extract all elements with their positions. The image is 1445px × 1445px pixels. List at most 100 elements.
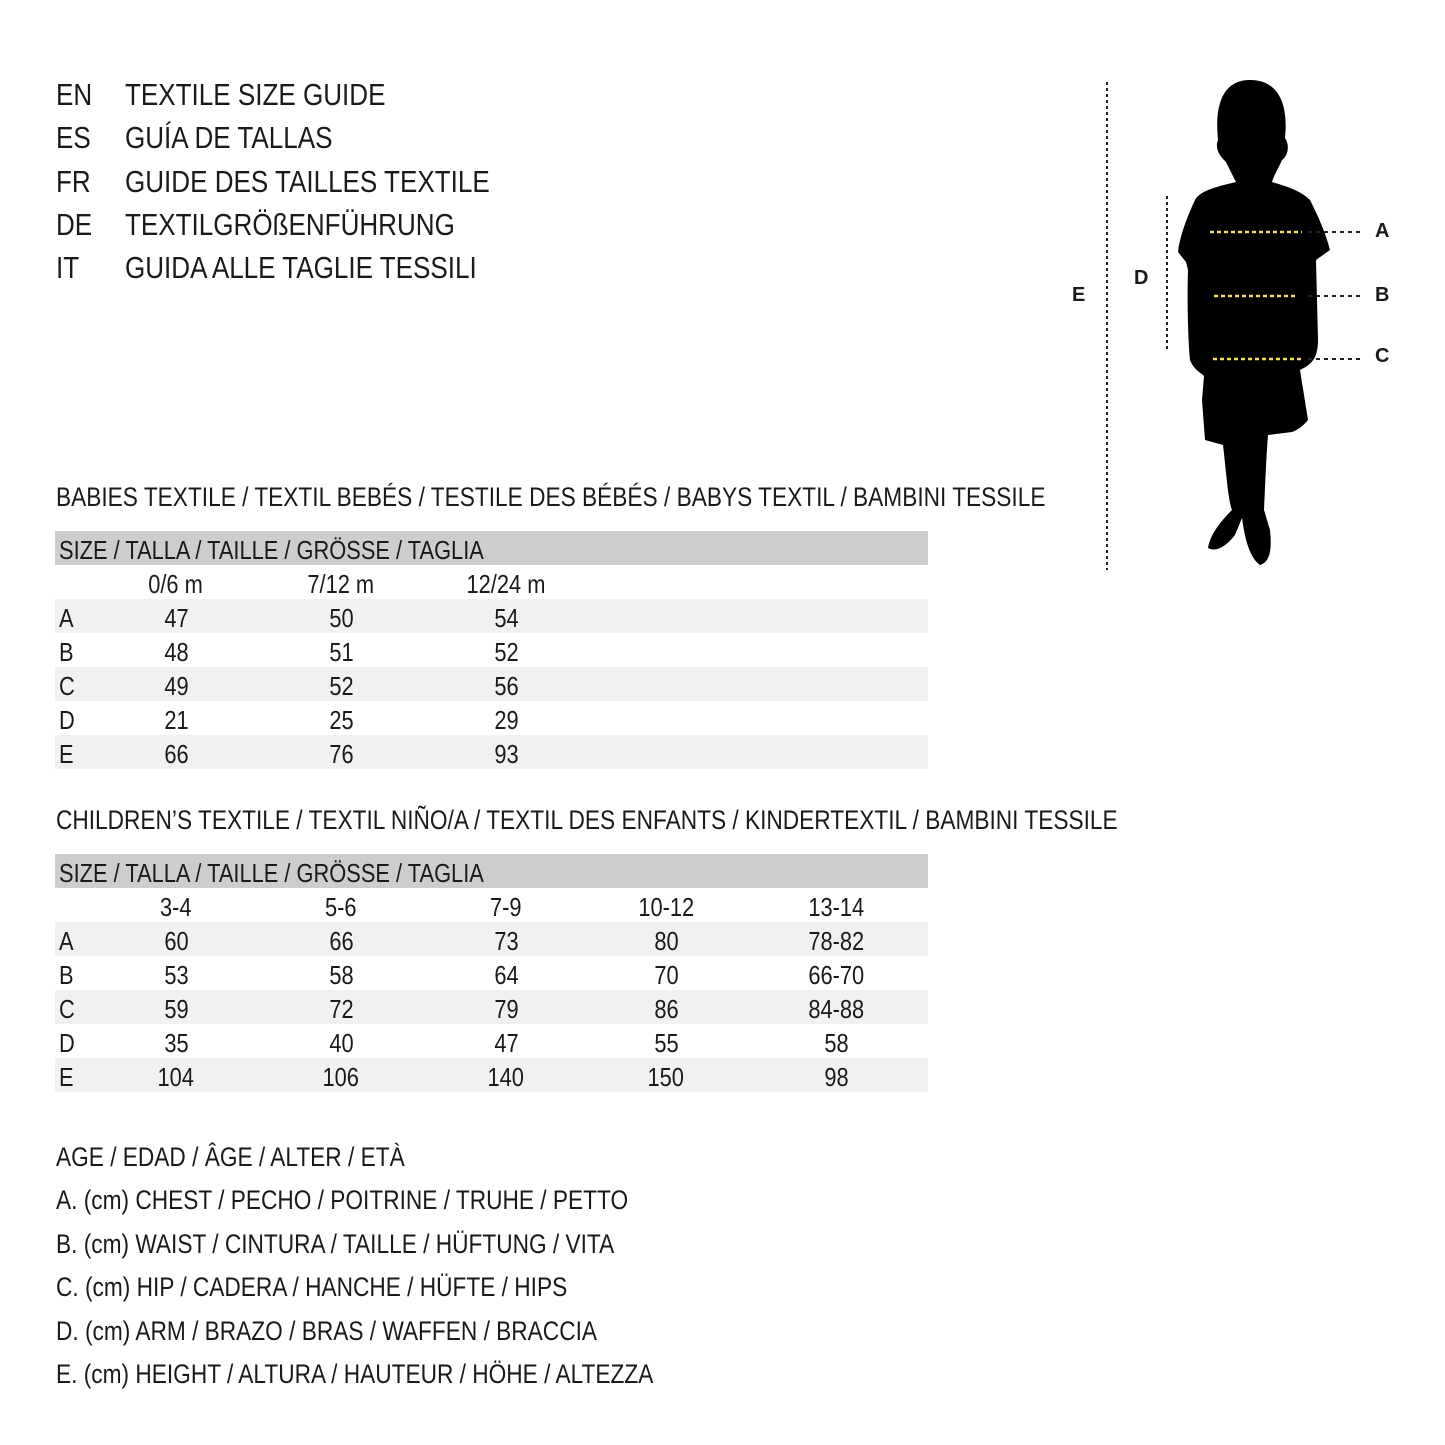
text: 21 [163, 705, 189, 735]
text: 35 [163, 1028, 189, 1058]
row-label: C [59, 990, 78, 1028]
text: GUIDA ALLE TAGLIE TESSILI [125, 250, 477, 286]
text: 53 [163, 960, 189, 990]
table-cell: 104 [106, 1058, 246, 1096]
table-cell: 66-70 [766, 956, 906, 994]
text: 51 [328, 637, 354, 667]
size-header-row: SIZE / TALLA / TAILLE / GRÖSSE / TAGLIA [55, 854, 928, 888]
text: 86 [653, 994, 679, 1024]
text: 25 [328, 705, 354, 735]
text: E [59, 739, 74, 769]
text: 10-12 [638, 892, 694, 922]
text: SIZE / TALLA / TAILLE / GRÖSSE / TAGLIA [59, 858, 484, 888]
table-row: D 35 40 47 55 58 [55, 1024, 928, 1058]
table-cell: 47 [106, 599, 246, 637]
measure-lines [1210, 230, 1362, 361]
row-label: B [59, 956, 76, 994]
language-code: ES [56, 118, 97, 158]
label-d: D [1134, 267, 1149, 289]
text: 80 [653, 926, 679, 956]
table-cell: 140 [436, 1058, 576, 1096]
text: 13-14 [808, 892, 864, 922]
text: 106 [322, 1062, 360, 1092]
text: 7-9 [490, 892, 522, 922]
text: B. (cm) WAIST / CINTURA / TAILLE / HÜFTU… [56, 1228, 615, 1259]
table-cell: 53 [106, 956, 246, 994]
table-row: A 60 66 73 80 78-82 [55, 922, 928, 956]
text: C [59, 671, 75, 701]
text: 76 [328, 739, 354, 769]
table-cell: 76 [271, 735, 411, 773]
text: 93 [493, 739, 519, 769]
table-cell: 55 [596, 1024, 736, 1062]
text: 56 [493, 671, 519, 701]
table-cell: 93 [436, 735, 576, 773]
text: 12/24 m [466, 569, 546, 599]
size-header-row: SIZE / TALLA / TAILLE / GRÖSSE / TAGLIA [55, 531, 928, 565]
table-cell: 48 [106, 633, 246, 671]
text: A [59, 603, 74, 633]
column-header: 7-9 [436, 888, 576, 926]
table-cell: 52 [271, 667, 411, 705]
text: DE [56, 206, 93, 242]
table-cell: 59 [106, 990, 246, 1028]
text: 64 [493, 960, 519, 990]
text: EN [56, 77, 93, 112]
table-cell: 66 [106, 735, 246, 773]
guide-title: GUIDE DES TAILLES TEXTILE [125, 162, 559, 202]
table-cell: 56 [436, 667, 576, 705]
babies-size-table: SIZE / TALLA / TAILLE / GRÖSSE / TAGLIA 0… [55, 531, 928, 769]
label-b: B [1375, 284, 1390, 306]
text: 72 [328, 994, 354, 1024]
children-section-title: CHILDREN’S TEXTILE / TEXTIL NIÑO/A / TEX… [56, 805, 1118, 835]
legend-item: C. (cm) HIP / CADERA / HANCHE / HÜFTE / … [56, 1270, 665, 1304]
text: 47 [163, 603, 189, 633]
table-cell: 78-82 [766, 922, 906, 960]
text: 40 [328, 1028, 354, 1058]
legend-item: D. (cm) ARM / BRAZO / BRAS / WAFFEN / BR… [56, 1314, 700, 1348]
text: 98 [823, 1062, 849, 1092]
text: 7/12 m [307, 569, 375, 599]
text: 150 [647, 1062, 685, 1092]
row-label: B [59, 633, 76, 671]
row-label: A [59, 599, 76, 637]
guide-title: TEXTILE SIZE GUIDE [125, 75, 435, 115]
text: D [59, 705, 75, 735]
text: 49 [163, 671, 189, 701]
text: 66 [328, 926, 354, 956]
text: D. (cm) ARM / BRAZO / BRAS / WAFFEN / BR… [56, 1315, 597, 1346]
age-columns-row: 3-4 5-6 7-9 10-12 13-14 [55, 888, 928, 922]
text: 78-82 [808, 926, 864, 956]
table-cell: 54 [436, 599, 576, 637]
table-row: E 104 106 140 150 98 [55, 1058, 928, 1092]
language-code: EN [56, 75, 99, 115]
table-cell: 73 [436, 922, 576, 960]
table-cell: 58 [271, 956, 411, 994]
table-cell: 25 [271, 701, 411, 739]
text: E. (cm) HEIGHT / ALTURA / HAUTEUR / HÖHE… [56, 1359, 654, 1389]
text: 140 [487, 1062, 525, 1092]
table-cell: 64 [436, 956, 576, 994]
text: E [59, 1062, 74, 1092]
language-code: FR [56, 162, 97, 202]
table-cell: 106 [271, 1058, 411, 1096]
text: AGE / EDAD / ÂGE / ALTER / ETÀ [56, 1142, 405, 1172]
legend-item: B. (cm) WAIST / CINTURA / TAILLE / HÜFTU… [56, 1227, 721, 1261]
size-header-label: SIZE / TALLA / TAILLE / GRÖSSE / TAGLIA [59, 531, 565, 569]
table-row: B 53 58 64 70 66-70 [55, 956, 928, 990]
child-silhouette-figure [1106, 80, 1362, 570]
label-a: A [1375, 220, 1390, 242]
text: 66-70 [808, 960, 864, 990]
text: ES [56, 120, 91, 156]
table-cell: 40 [271, 1024, 411, 1062]
text: 55 [653, 1028, 679, 1058]
column-header: 5-6 [271, 888, 411, 926]
row-label: E [59, 735, 76, 773]
legend-item: E. (cm) HEIGHT / ALTURA / HAUTEUR / HÖHE… [56, 1357, 767, 1391]
table-cell: 98 [766, 1058, 906, 1096]
text: GUÍA DE TALLAS [125, 120, 333, 156]
table-row: B 48 51 52 [55, 633, 928, 667]
table-cell: 29 [436, 701, 576, 739]
table-row: E 66 76 93 [55, 735, 928, 769]
table-cell: 150 [596, 1058, 736, 1096]
